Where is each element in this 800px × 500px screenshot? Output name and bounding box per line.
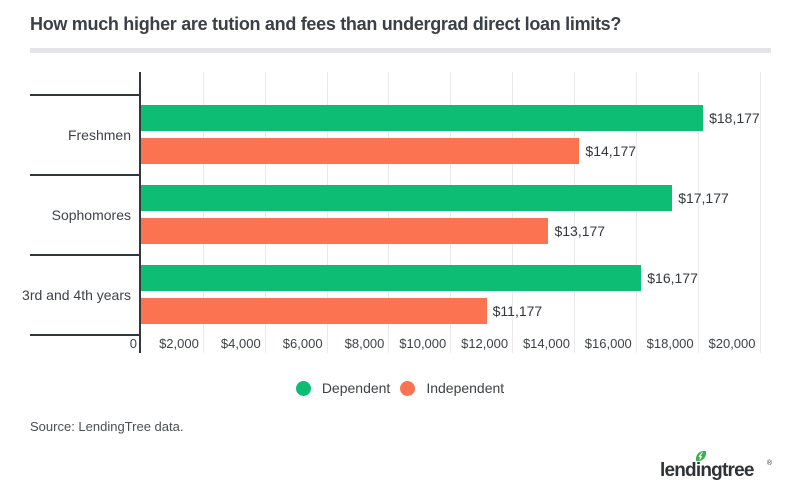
gridline (264, 72, 266, 353)
gridline (326, 72, 328, 353)
x-axis-tick-label: $16,000 (584, 336, 632, 351)
bar-independent-freshmen (141, 138, 580, 164)
value-label-independent-3rd-and-4th-years: $11,177 (492, 303, 543, 319)
value-label-dependent-3rd-and-4th-years: $16,177 (647, 270, 698, 286)
category-label-3rd-and-4th-years: 3rd and 4th years (22, 287, 131, 303)
title-divider (30, 48, 771, 53)
gridline (635, 72, 637, 353)
gridline (573, 72, 575, 353)
lendingtree-logo: lendingtree ® (660, 450, 772, 482)
leaf-icon (695, 450, 707, 462)
y-axis-line (139, 72, 141, 353)
x-axis-tick-label: $6,000 (282, 336, 323, 351)
legend-label: Dependent (321, 380, 391, 396)
value-label-independent-sophomores: $13,177 (554, 223, 606, 239)
category-label-freshmen: Freshmen (67, 127, 131, 143)
category-label-sophomores: Sophomores (51, 207, 131, 223)
legend-item-dependent: Dependent (295, 380, 391, 396)
category-tick-line (30, 334, 141, 336)
bar-dependent-sophomores (141, 185, 673, 211)
gridline (697, 72, 699, 353)
legend-label: Independent (426, 380, 505, 396)
chart-title: How much higher are tution and fees than… (30, 14, 622, 34)
category-tick-line (30, 174, 141, 176)
value-label-dependent-freshmen: $18,177 (709, 110, 760, 126)
gridline (450, 72, 452, 353)
value-label-dependent-sophomores: $17,177 (678, 190, 729, 206)
x-axis-tick-label: $8,000 (344, 336, 385, 351)
bar-independent-3rd-and-4th-years (141, 298, 487, 324)
chart-legend: Dependent Independent (0, 380, 800, 396)
bar-independent-sophomores (141, 218, 549, 244)
gridline (512, 72, 514, 353)
gridline (388, 72, 390, 353)
bar-dependent-freshmen (141, 105, 704, 131)
x-axis-tick-label: 0 (129, 336, 137, 351)
legend-item-independent: Independent (400, 380, 504, 396)
legend-dot-icon (400, 380, 416, 396)
bar-dependent-3rd-and-4th-years (141, 265, 642, 291)
x-axis-tick-label: $14,000 (522, 336, 570, 351)
x-axis-tick-label: $12,000 (461, 336, 509, 351)
x-axis-tick-label: $4,000 (220, 336, 261, 351)
x-axis-tick-label: $18,000 (646, 336, 694, 351)
gridline (759, 72, 761, 353)
legend-dot-icon (295, 380, 311, 396)
category-tick-line (30, 94, 141, 96)
value-label-independent-freshmen: $14,177 (585, 143, 637, 159)
category-tick-line (30, 254, 141, 256)
x-axis-tick-label: $10,000 (399, 336, 447, 351)
gridline (202, 72, 204, 353)
registered-mark: ® (766, 460, 772, 467)
logo-wordmark: lendingtree (660, 460, 754, 481)
x-axis-tick-label: $20,000 (708, 336, 756, 351)
source-note: Source: LendingTree data. (30, 419, 184, 434)
x-axis-tick-label: $2,000 (159, 336, 199, 351)
